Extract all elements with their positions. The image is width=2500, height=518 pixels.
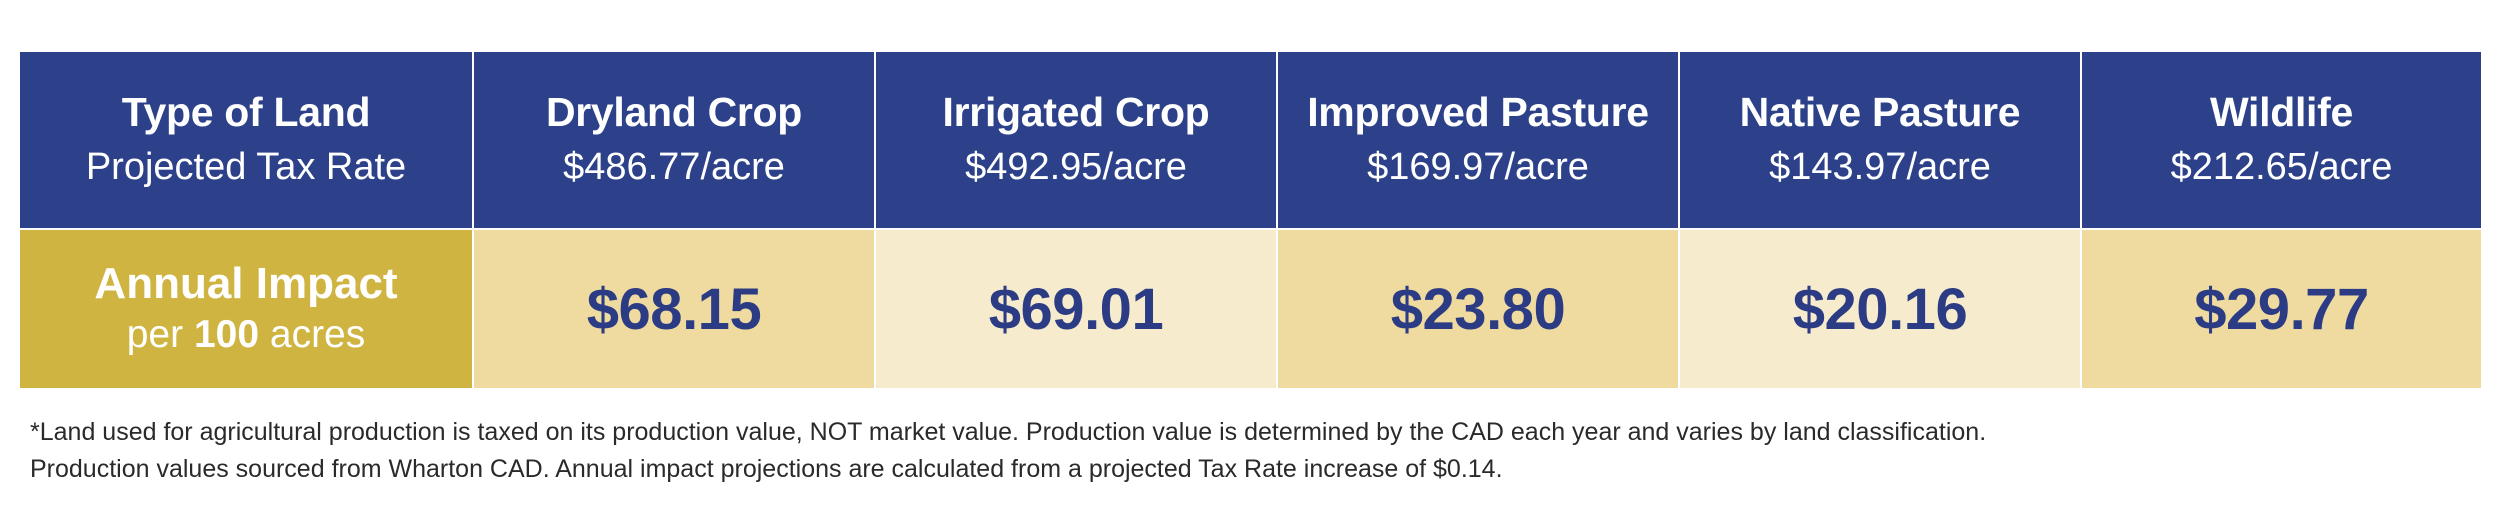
- acres-count: 100: [193, 313, 260, 357]
- footnote: *Land used for agricultural production i…: [30, 414, 2470, 488]
- per-text: per: [126, 313, 184, 357]
- projected-tax-rate-heading: Projected Tax Rate: [85, 145, 407, 188]
- tax-rate-value: $486.77/acre: [563, 145, 785, 188]
- header-cell-improved-pasture: Improved Pasture $169.97/acre: [1278, 52, 1678, 228]
- impact-value-irrigated-crop: $69.01: [876, 230, 1276, 388]
- tax-impact-table: Type of Land Projected Tax Rate Dryland …: [20, 52, 2481, 388]
- header-cell-dryland-crop: Dryland Crop $486.77/acre: [474, 52, 874, 228]
- header-cell-native-pasture: Native Pasture $143.97/acre: [1680, 52, 2080, 228]
- land-type-label: Irrigated Crop: [942, 88, 1210, 135]
- annual-impact-label: Annual Impact: [94, 259, 398, 309]
- impact-value-wildlife: $29.77: [2082, 230, 2481, 388]
- header-cell-type-of-land: Type of Land Projected Tax Rate: [20, 52, 472, 228]
- land-type-label: Dryland Crop: [545, 88, 803, 135]
- per-acres-label: per 100 acres: [127, 311, 366, 360]
- annual-impact-label-cell: Annual Impact per 100 acres: [20, 230, 472, 388]
- impact-value-improved-pasture: $23.80: [1278, 230, 1678, 388]
- tax-rate-value: $169.97/acre: [1367, 145, 1589, 188]
- land-type-label: Improved Pasture: [1307, 88, 1649, 135]
- footnote-line-1: *Land used for agricultural production i…: [30, 418, 1987, 446]
- impact-value-dryland-crop: $68.15: [474, 230, 874, 388]
- header-cell-wildlife: Wildlife $212.65/acre: [2082, 52, 2481, 228]
- acres-text: acres: [269, 313, 366, 357]
- impact-value-native-pasture: $20.16: [1680, 230, 2080, 388]
- type-of-land-heading: Type of Land: [121, 88, 371, 135]
- header-cell-irrigated-crop: Irrigated Crop $492.95/acre: [876, 52, 1276, 228]
- tax-rate-value: $492.95/acre: [965, 145, 1187, 188]
- tax-rate-value: $143.97/acre: [1769, 145, 1991, 188]
- land-type-label: Wildlife: [2209, 88, 2353, 135]
- land-type-label: Native Pasture: [1739, 88, 2021, 135]
- footnote-line-2: Production values sourced from Wharton C…: [30, 455, 1503, 483]
- tax-rate-value: $212.65/acre: [2170, 145, 2393, 188]
